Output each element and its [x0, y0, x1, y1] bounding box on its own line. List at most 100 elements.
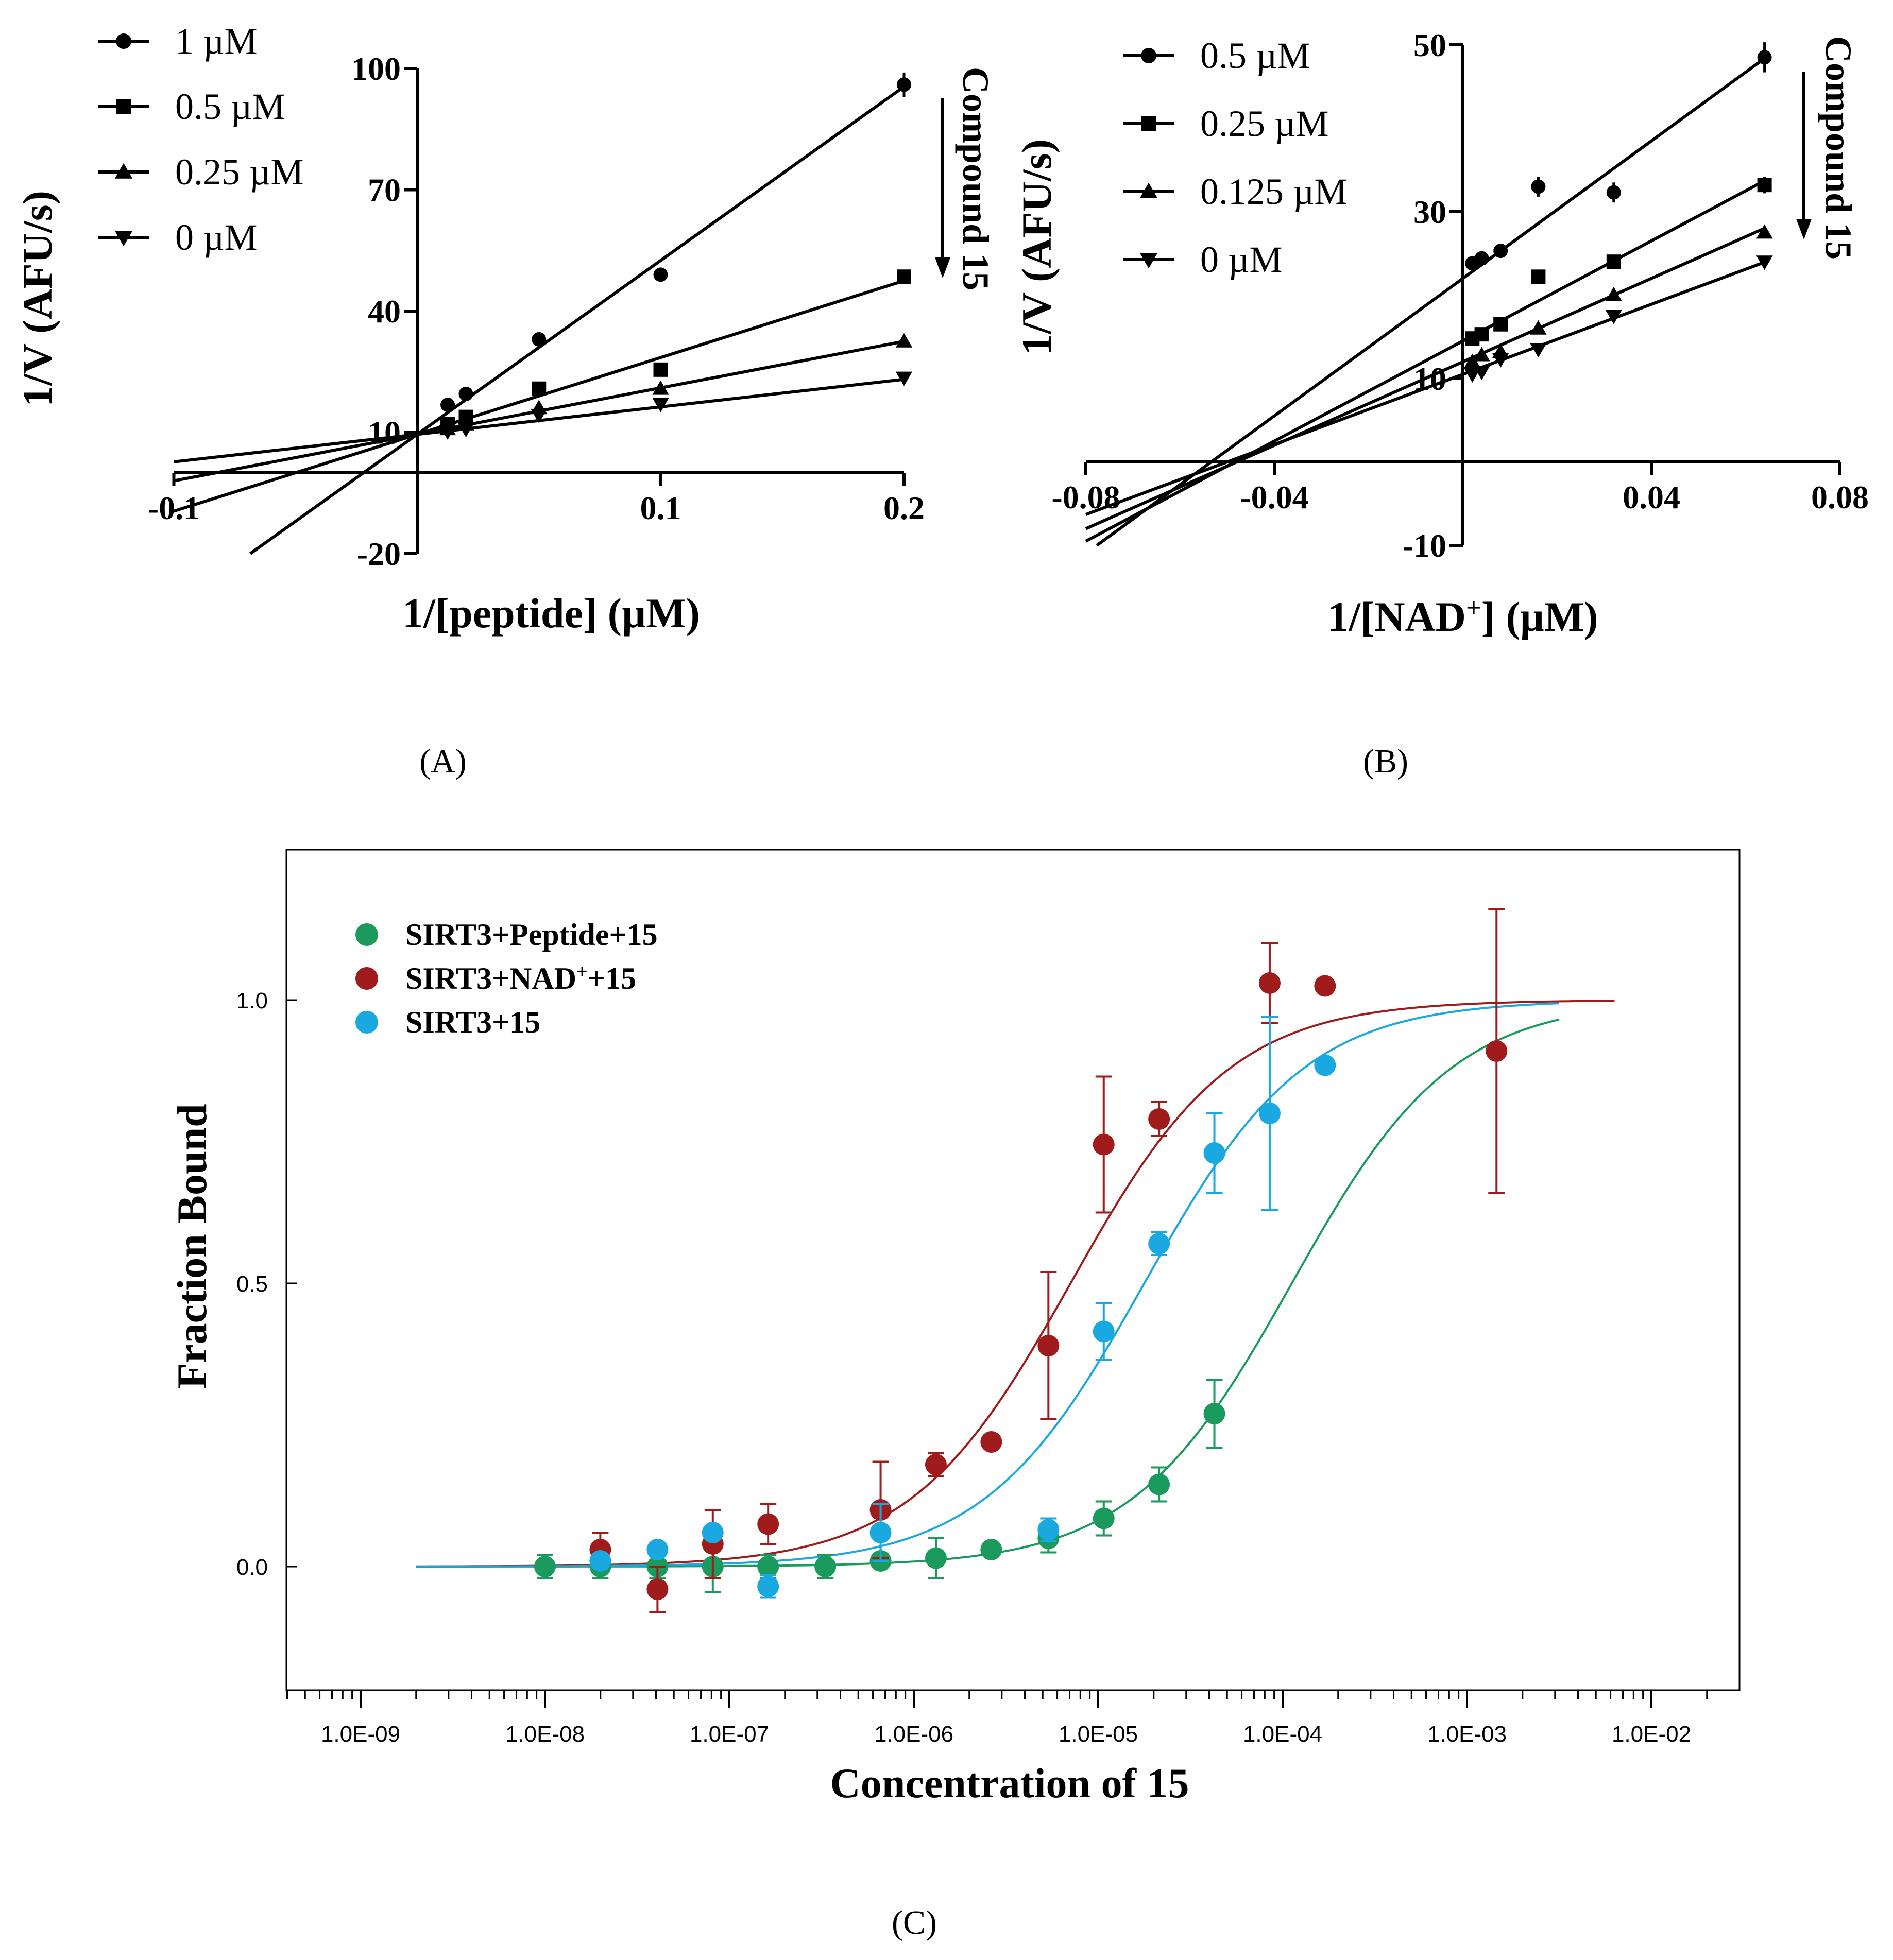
- chart-c-data-point: [1148, 1108, 1170, 1130]
- panel-label-b: (B): [1363, 743, 1408, 780]
- chart-a-tick-labels: -0.1 0.1 0.2 -20 10 40 70 100: [148, 50, 925, 572]
- chart-c-x-tick-label: 1.0E-03: [1427, 1722, 1507, 1747]
- chart-b-data-point: [1464, 368, 1481, 383]
- chart-c-data-point: [589, 1550, 611, 1572]
- chart-a-data-point: [652, 398, 669, 412]
- chart-c-data-point: [925, 1454, 947, 1475]
- chart-b-fit-line: [1096, 57, 1766, 547]
- chart-b-fit-line: [1085, 261, 1765, 516]
- chart-a-legend-label: 1 µM: [175, 21, 258, 62]
- chart-a-data-point: [897, 269, 911, 284]
- chart-b-y-tick-label: 10: [1413, 360, 1446, 397]
- chart-b-y-tick-label: -10: [1403, 527, 1446, 564]
- chart-c-y-tick-label: 0.0: [236, 1555, 268, 1580]
- chart-c-data-point: [1486, 1040, 1508, 1062]
- chart-a-data-point: [895, 333, 913, 348]
- chart-a: -0.1 0.1 0.2 -20 10 40 70 100 1 µM 0.5 µM 0.25 µM…: [14, 21, 996, 780]
- chart-b-y-axis-title: 1/V (AFU/s): [1013, 139, 1060, 355]
- chart-a-data-point: [458, 386, 473, 401]
- chart-b-data-point: [1493, 244, 1508, 259]
- chart-c-x-tick-label: 1.0E-04: [1243, 1722, 1322, 1747]
- chart-c-data-point: [980, 1431, 1002, 1453]
- chart-c-data-point: [757, 1575, 779, 1597]
- chart-c-x-tick-label: 1.0E-06: [874, 1722, 953, 1747]
- chart-b-x-axis-title: 1/[NAD+] (µM): [1327, 593, 1598, 641]
- chart-c-data-point: [646, 1578, 669, 1600]
- chart-c-legend-label-main: SIRT3+Peptide+15: [405, 918, 658, 952]
- chart-b-legend-label: 0 µM: [1200, 239, 1283, 280]
- chart-b-data-point: [1492, 353, 1509, 368]
- chart-b-x-tick-label: -0.08: [1051, 479, 1120, 515]
- chart-b-data-point: [1473, 347, 1490, 362]
- chart-c-data-point: [1037, 1335, 1060, 1356]
- chart-b-legend-label: 0.5 µM: [1200, 35, 1310, 76]
- chart-c-x-tick-label: 1.0E-08: [505, 1722, 585, 1747]
- chart-c-legend-label-sup: +: [576, 961, 588, 983]
- chart-b-data-point: [1756, 255, 1773, 270]
- chart-a-data-point: [897, 77, 911, 92]
- chart-b-data-point: [1606, 254, 1621, 269]
- chart-c: 1.0E-09 1.0E-08 1.0E-07 1.0E-06 1.0E-05 1.0E-…: [168, 849, 1741, 1941]
- chart-c-data-point: [757, 1556, 779, 1577]
- chart-c-data-point: [1314, 1054, 1336, 1076]
- chart-a-legend-marker: [116, 33, 131, 49]
- chart-b-fit-line: [1085, 179, 1766, 543]
- chart-a-y-tick-label: -20: [357, 536, 401, 572]
- chart-b-data-point: [1531, 269, 1546, 284]
- chart-c-x-axis-title: Concentration of 15: [830, 1760, 1189, 1807]
- chart-b-data-point: [1531, 179, 1546, 194]
- chart-c-data-point: [814, 1556, 837, 1577]
- chart-c-data-point: [1148, 1233, 1170, 1254]
- chart-c-data-point: [1258, 1103, 1281, 1124]
- chart-b-legend-marker: [1139, 253, 1158, 269]
- chart-b-x-tick-label: 0.04: [1623, 479, 1680, 515]
- chart-a-x-tick-label: 0.2: [883, 490, 925, 526]
- chart-a-fit-line: [249, 85, 905, 555]
- chart-b-y-tick-label: 50: [1413, 27, 1446, 63]
- chart-c-data-point: [646, 1539, 669, 1560]
- chart-a-data-point: [439, 425, 456, 440]
- chart-a-legend-label: 0.5 µM: [175, 86, 285, 127]
- chart-a-y-tick-label: 40: [368, 293, 401, 330]
- chart-a-data-point: [652, 380, 669, 395]
- chart-b-legend-label: 0.125 µM: [1200, 171, 1348, 212]
- chart-a-legend: 1 µM 0.5 µM 0.25 µM 0 µM: [98, 21, 304, 258]
- chart-c-legend-label-main: SIRT3+NAD: [405, 961, 576, 995]
- panel-label-a: (A): [419, 743, 467, 780]
- chart-c-data-point: [1037, 1519, 1060, 1541]
- chart-a-legend-marker: [114, 163, 133, 179]
- chart-c-data-point: [1148, 1473, 1170, 1495]
- chart-c-x-tick-label: 1.0E-09: [321, 1722, 400, 1747]
- chart-c-legend-marker: [355, 923, 378, 946]
- chart-c-data-point: [1203, 1142, 1225, 1164]
- chart-b-data-point: [1474, 251, 1489, 266]
- chart-b-tick-labels: -0.08 -0.04 0.04 0.08 -10 10 30 50: [1051, 27, 1869, 564]
- chart-b-legend: 0.5 µM 0.25 µM 0.125 µM 0 µM: [1123, 35, 1348, 280]
- chart-c-x-tick-label: 1.0E-05: [1059, 1722, 1138, 1747]
- chart-a-legend-marker: [114, 231, 133, 247]
- chart-c-data-point: [1258, 972, 1281, 994]
- chart-c-legend-label-tail: +15: [588, 961, 636, 995]
- chart-c-tick-labels: 1.0E-09 1.0E-08 1.0E-07 1.0E-06 1.0E-05 1.0E-…: [236, 988, 1691, 1747]
- chart-a-data-point: [457, 423, 474, 438]
- panel-label-c: (C): [892, 1904, 937, 1941]
- chart-c-fit-curve: [416, 1000, 1615, 1568]
- chart-b: -0.08 -0.04 0.04 0.08 -10 10 30 50 0.5 µM 0.25 µ…: [1013, 27, 1869, 780]
- chart-b-x-tick-label: 0.08: [1811, 479, 1869, 515]
- chart-b-data-point: [1530, 320, 1547, 335]
- chart-a-data-point: [531, 408, 548, 423]
- chart-a-y-tick-label: 100: [351, 50, 401, 87]
- chart-c-y-axis-title: Fraction Bound: [168, 1104, 215, 1389]
- chart-c-x-tick-label: 1.0E-02: [1612, 1722, 1691, 1747]
- chart-c-data-point: [869, 1522, 892, 1543]
- chart-b-data-points: [1464, 42, 1773, 383]
- chart-b-data-point: [1757, 178, 1772, 193]
- chart-c-data-point: [757, 1513, 779, 1535]
- chart-a-y-tick-label: 10: [368, 415, 401, 451]
- chart-a-data-point: [653, 267, 668, 282]
- chart-c-axes: [286, 999, 1708, 1708]
- chart-c-legend-label: SIRT3+Peptide+15: [405, 918, 658, 952]
- chart-a-data-point: [440, 398, 455, 412]
- chart-a-data-point: [532, 332, 547, 347]
